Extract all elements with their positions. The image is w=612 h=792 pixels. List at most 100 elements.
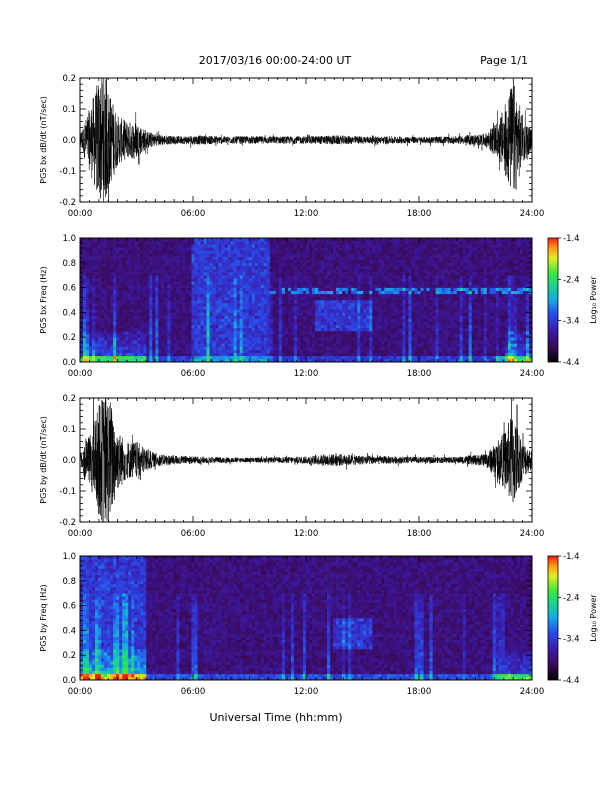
heat-cell [104, 293, 108, 298]
heat-cell [420, 321, 424, 326]
heat-cell [302, 303, 307, 307]
heat-cell [164, 309, 168, 313]
heat-cell [107, 275, 111, 279]
heat-cell [149, 343, 153, 347]
heat-cell [110, 334, 114, 338]
heat-cell [197, 343, 201, 347]
heat-cell [89, 309, 93, 313]
heat-cell [363, 334, 367, 338]
heat-cell [131, 309, 135, 313]
heat-cell [287, 337, 292, 341]
heat-cell [312, 309, 316, 313]
heat-cell [167, 290, 171, 295]
heat-cell [360, 259, 364, 264]
heat-cell [327, 284, 331, 288]
heat-cell [411, 284, 415, 288]
heat-cell [191, 244, 195, 248]
heat-cell [119, 296, 123, 301]
heat-cell [423, 300, 427, 304]
heat-cell [176, 284, 180, 288]
heat-cell [113, 262, 117, 267]
heat-cell [399, 358, 403, 363]
heat-cell [143, 290, 147, 295]
heat-cell [390, 331, 394, 335]
heat-cell [224, 303, 228, 307]
heat-cell [92, 358, 96, 363]
heat-cell [336, 315, 340, 319]
heat-cell [324, 296, 328, 301]
heat-cell [438, 303, 442, 307]
heat-cell [149, 331, 153, 335]
heat-cell [233, 250, 237, 254]
heat-cell [89, 358, 93, 363]
heat-cell [366, 269, 370, 273]
heat-cell [86, 306, 90, 310]
heat-cell [369, 290, 373, 295]
heat-cell [312, 296, 316, 301]
heat-cell [321, 253, 325, 257]
heat-cell [98, 259, 102, 264]
heat-cell [113, 256, 117, 260]
heat-cell [378, 343, 382, 347]
heat-cell [363, 346, 367, 350]
heat-cell [113, 238, 117, 242]
heat-cell [263, 250, 268, 254]
heat-cell [351, 253, 355, 257]
heat-cell [284, 272, 289, 276]
heat-cell [206, 278, 210, 282]
heat-cell [272, 278, 277, 282]
heat-cell [378, 337, 382, 341]
heat-cell [381, 247, 385, 251]
heat-cell [140, 346, 144, 350]
heat-cell [227, 321, 231, 326]
heat-cell [119, 321, 123, 326]
heat-cell [164, 275, 168, 279]
heat-cell [236, 300, 240, 304]
heat-cell [227, 238, 231, 242]
heat-cell [230, 287, 234, 291]
heat-cell [131, 346, 135, 350]
heat-cell [426, 337, 430, 341]
heat-cell [293, 281, 298, 285]
heat-cell [167, 331, 171, 335]
heat-cell [278, 306, 283, 310]
heat-cell [366, 278, 370, 282]
heat-cell [393, 300, 397, 304]
heat-cell [86, 343, 90, 347]
heat-cell [315, 358, 319, 363]
heat-cell [212, 321, 216, 326]
heat-cell [95, 331, 99, 335]
heat-cell [191, 287, 195, 291]
heat-cell [266, 343, 271, 347]
heat-cell [423, 303, 427, 307]
heat-cell [95, 256, 99, 260]
heat-cell [212, 272, 216, 276]
heat-cell [324, 262, 328, 267]
heat-cell [101, 265, 105, 270]
heat-cell [426, 262, 430, 267]
heat-cell [290, 259, 295, 264]
heat-cell [429, 343, 433, 347]
heat-cell [188, 315, 192, 319]
heat-cell [110, 244, 114, 248]
heat-cell [86, 278, 90, 282]
heat-cell [309, 337, 313, 341]
heat-cell [251, 281, 256, 285]
heat-cell [299, 250, 304, 254]
heat-cell [290, 309, 295, 313]
heat-cell [281, 296, 286, 301]
heat-cell [173, 269, 177, 273]
heat-cell [116, 337, 120, 341]
heat-cell [224, 306, 228, 310]
heat-cell [134, 346, 138, 350]
heat-cell [176, 355, 180, 360]
heat-cell [387, 262, 391, 267]
heat-cell [435, 318, 439, 322]
heat-cell [281, 300, 286, 304]
heat-cell [302, 262, 307, 267]
heat-cell [146, 290, 150, 295]
heat-cell [366, 315, 370, 319]
heat-cell [125, 293, 129, 298]
heat-cell [125, 334, 129, 338]
heat-cell [351, 262, 355, 267]
